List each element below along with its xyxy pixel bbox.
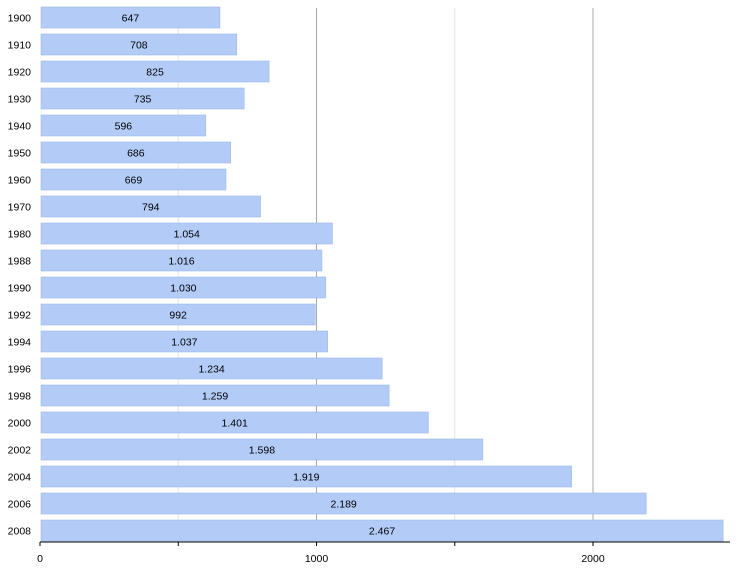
x-tick-label: 0 [37,553,43,565]
data-label: 825 [146,67,164,79]
data-label: 1.030 [170,283,196,295]
data-label: 735 [134,94,152,106]
category-label: 1950 [8,148,32,160]
bar [40,6,221,29]
category-label: 1990 [8,283,32,295]
data-label: 596 [115,121,133,133]
category-label: 1940 [8,121,32,133]
data-label: 708 [130,40,148,52]
bar [40,114,207,137]
bar [40,519,724,542]
data-label: 1.016 [168,256,194,268]
bar [40,168,227,191]
bar [40,33,238,56]
data-label: 2.467 [369,526,395,538]
data-label: 2.189 [330,499,356,511]
category-label: 1988 [8,256,32,268]
bar [40,141,231,164]
data-label: 647 [122,13,140,25]
category-label: 1980 [8,229,32,241]
category-label: 1900 [8,13,32,25]
category-label: 1998 [8,391,32,403]
bar [40,87,245,110]
bar [40,384,390,407]
data-label: 669 [125,175,143,187]
data-label: 686 [127,148,145,160]
bar [40,492,647,515]
x-tick-label: 1000 [305,553,329,565]
category-label: 1996 [8,364,32,376]
bar [40,330,329,353]
bar [40,465,572,488]
bar [40,303,316,326]
data-label: 1.234 [198,364,224,376]
category-label: 1960 [8,175,32,187]
data-label: 1.401 [222,418,248,430]
data-label: 1.259 [202,391,228,403]
bar [40,438,484,461]
category-label: 1920 [8,67,32,79]
bar [40,276,327,299]
category-label: 2008 [8,526,32,538]
data-label: 992 [169,310,187,322]
bar [40,60,270,83]
data-label: 1.037 [171,337,197,349]
bar [40,249,323,272]
x-tick-label: 2000 [581,553,605,565]
data-label: 1.919 [293,472,319,484]
category-label: 2004 [8,472,32,484]
category-label: 1910 [8,40,32,52]
bar [40,411,429,434]
bar [40,195,261,218]
category-label: 2006 [8,499,32,511]
category-label: 1930 [8,94,32,106]
data-label: 1.054 [174,229,200,241]
bar [40,222,333,245]
category-label: 2000 [8,418,32,430]
category-label: 1970 [8,202,32,214]
category-label: 1992 [8,310,32,322]
data-label: 1.598 [249,445,275,457]
bar [40,357,383,380]
category-label: 2002 [8,445,32,457]
category-label: 1994 [8,337,32,349]
data-label: 794 [142,202,160,214]
